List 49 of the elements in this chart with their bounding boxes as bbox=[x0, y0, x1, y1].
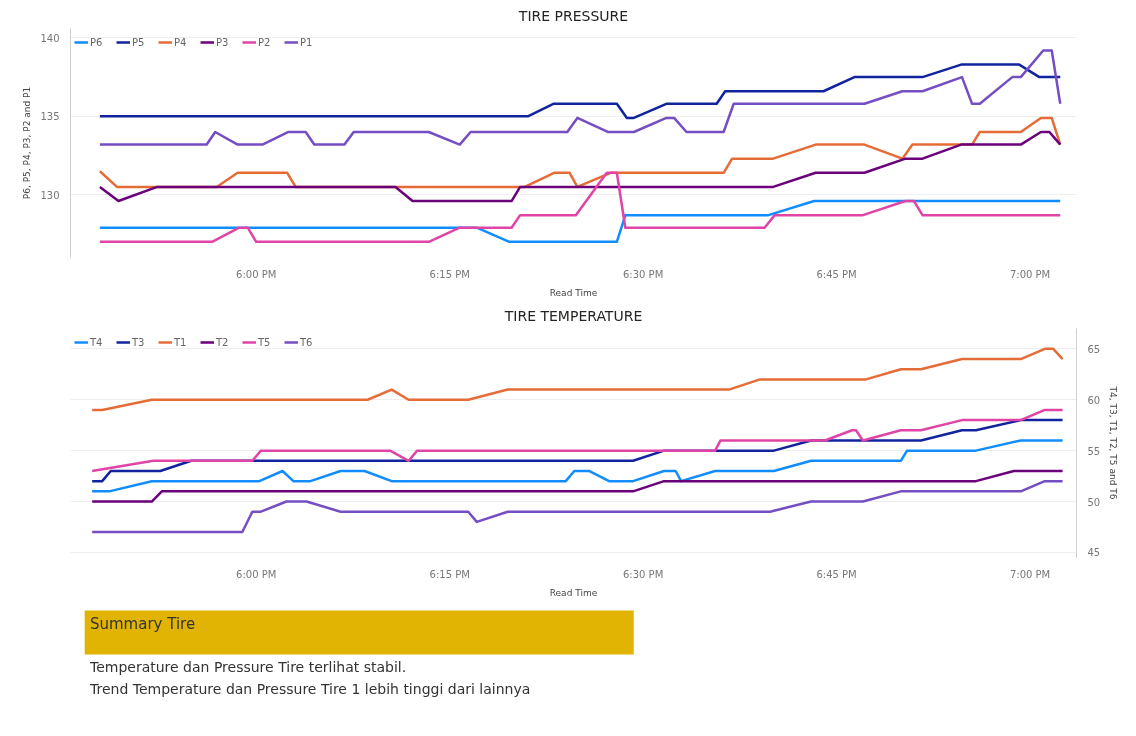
x-tick-label: 6:00 PM bbox=[236, 268, 277, 280]
text: Summary Tire bbox=[89, 614, 196, 633]
y2-tick-label: 55 bbox=[1087, 445, 1101, 457]
y2-tick-label: 50 bbox=[1087, 496, 1101, 508]
x-tick-label: 6:15 PM bbox=[429, 568, 470, 580]
y2-tick-label: 65 bbox=[1087, 343, 1101, 355]
chart-title: TIRE PRESSURE bbox=[517, 7, 629, 24]
line-series bbox=[90, 347, 1064, 412]
x-tick-label: 6:45 PM bbox=[816, 268, 857, 280]
text: Trend Temperature dan Pressure Tire 1 lebih tinggi dari lainnya bbox=[88, 680, 531, 697]
y2-axis-title: T4, T3, T1, T2, T5 and T6 bbox=[1108, 385, 1119, 500]
legend-label: T3 bbox=[132, 336, 146, 348]
y-tick-label: 140 bbox=[40, 32, 60, 44]
line-series bbox=[90, 469, 1064, 503]
legend-label: T4 bbox=[90, 336, 104, 348]
line-series bbox=[90, 479, 1064, 534]
line-series bbox=[98, 171, 1062, 244]
legend-label: P6 bbox=[90, 36, 104, 48]
line-series bbox=[98, 49, 1062, 146]
line-series bbox=[98, 130, 1062, 203]
legend-label: P5 bbox=[132, 36, 146, 48]
x-tick-label: 6:30 PM bbox=[623, 268, 664, 280]
y-tick-label: 130 bbox=[40, 189, 60, 201]
line-series bbox=[90, 439, 1064, 493]
x-axis-title: Read Time bbox=[549, 587, 598, 598]
y-axis-title: P6, P5, P4, P3, P2 and P1 bbox=[22, 86, 33, 200]
legend-label: P4 bbox=[174, 36, 188, 48]
legend-label: T1 bbox=[174, 336, 188, 348]
y2-tick-label: 60 bbox=[1087, 394, 1101, 406]
legend-label: P3 bbox=[216, 36, 230, 48]
x-tick-label: 6:45 PM bbox=[816, 568, 857, 580]
x-tick-label: 7:00 PM bbox=[1009, 568, 1051, 580]
x-tick-label: 6:15 PM bbox=[429, 268, 470, 280]
y-tick-label: 135 bbox=[40, 111, 60, 123]
legend-label: P1 bbox=[300, 36, 314, 48]
y2-tick-label: 45 bbox=[1087, 547, 1101, 559]
line-series bbox=[90, 408, 1064, 473]
line-series bbox=[98, 199, 1062, 244]
line-series bbox=[98, 63, 1062, 120]
x-tick-label: 7:00 PM bbox=[1009, 268, 1051, 280]
legend-label: T5 bbox=[258, 336, 272, 348]
text: Temperature dan Pressure Tire terlihat stabil. bbox=[88, 658, 407, 675]
x-tick-label: 6:00 PM bbox=[236, 568, 277, 580]
x-axis-title: Read Time bbox=[549, 287, 598, 298]
x-tick-label: 6:30 PM bbox=[623, 568, 664, 580]
legend-label: T6 bbox=[300, 336, 314, 348]
chart-title: TIRE TEMPERATURE bbox=[503, 307, 643, 324]
legend-label: P2 bbox=[258, 36, 272, 48]
legend-label: T2 bbox=[216, 336, 230, 348]
